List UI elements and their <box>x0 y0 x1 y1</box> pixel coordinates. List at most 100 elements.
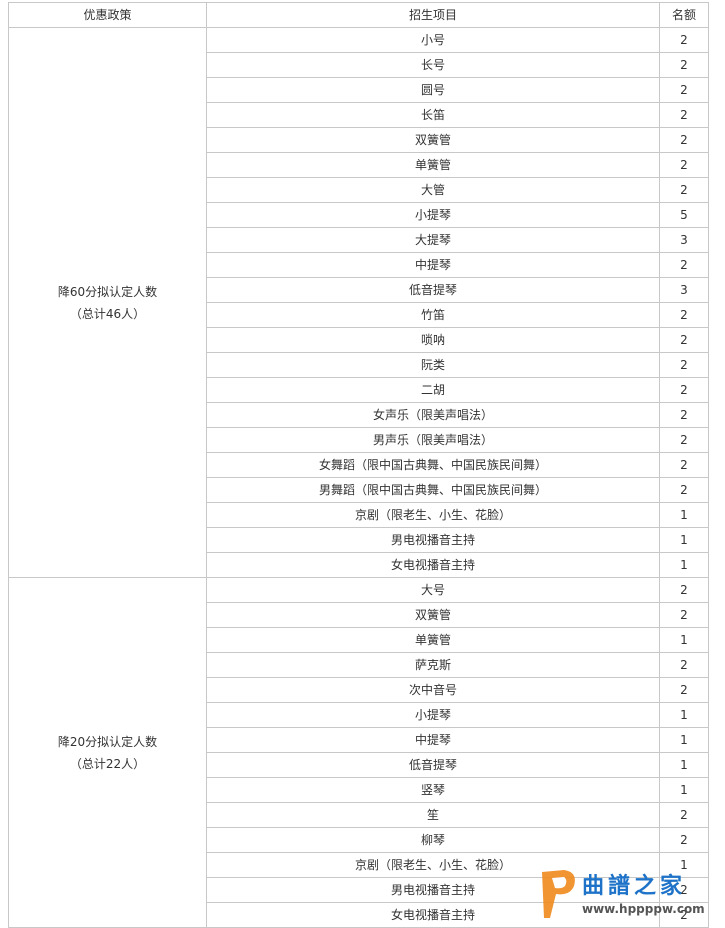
row: 阮类 2 <box>9 352 709 378</box>
item-cell: 萨克斯 <box>206 652 660 678</box>
row: 中提琴 1 <box>9 727 709 753</box>
item-cell: 笙 <box>206 802 660 828</box>
item-cell: 单簧管 <box>206 627 660 653</box>
item-cell: 京剧（限老生、小生、花脸） <box>206 502 660 528</box>
row: 降60分拟认定人数 （总计46人） 小号 2 <box>8 27 709 578</box>
item-cell: 低音提琴 <box>206 752 660 778</box>
quota-cell: 2 <box>659 652 709 678</box>
item-cell: 单簧管 <box>206 152 660 178</box>
row: 单簧管 2 <box>9 152 709 178</box>
quota-cell: 1 <box>659 527 709 553</box>
quota-cell: 2 <box>659 327 709 353</box>
item-cell: 小提琴 <box>206 702 660 728</box>
item-cell: 男电视播音主持 <box>206 877 660 903</box>
policy-line: （总计22人） <box>69 756 146 771</box>
quota-cell: 2 <box>659 427 709 453</box>
row: 次中音号 2 <box>9 677 709 703</box>
item-cell: 唢呐 <box>206 327 660 353</box>
item-cell: 低音提琴 <box>206 277 660 303</box>
quota-cell: 1 <box>659 752 709 778</box>
item-cell: 男电视播音主持 <box>206 527 660 553</box>
watermark-name: 曲譜之家 <box>582 874 687 899</box>
quota-cell: 1 <box>659 727 709 753</box>
header-row: 优惠政策 招生项目 名额 <box>8 2 709 28</box>
quota-cell: 1 <box>659 702 709 728</box>
item-cell: 中提琴 <box>206 252 660 278</box>
item-cell: 长号 <box>206 52 660 78</box>
row: 大提琴 3 <box>9 227 709 253</box>
item-cell: 女声乐（限美声唱法） <box>206 402 660 428</box>
item-cell: 小号 <box>206 27 660 53</box>
item-cell: 女舞蹈（限中国古典舞、中国民族民间舞） <box>206 452 660 478</box>
quota-cell: 2 <box>659 77 709 103</box>
row: 男电视播音主持 1 <box>9 527 709 553</box>
quota-cell: 1 <box>659 627 709 653</box>
row: 长号 2 <box>9 52 709 78</box>
quota-cell: 2 <box>659 252 709 278</box>
quota-cell: 1 <box>659 552 709 578</box>
quota-cell: 2 <box>659 827 709 853</box>
item-cell: 竖琴 <box>206 777 660 803</box>
row: 柳琴 2 <box>9 827 709 853</box>
quota-cell: 2 <box>659 877 709 903</box>
quota-cell: 3 <box>659 277 709 303</box>
quota-cell: 2 <box>659 802 709 828</box>
quota-cell: 2 <box>659 102 709 128</box>
quota-cell: 2 <box>659 577 709 603</box>
watermark-url: www.hppppw.com <box>582 902 705 916</box>
header-cell: 招生项目 <box>206 2 660 28</box>
policy-cell: 降60分拟认定人数 （总计46人） <box>8 27 207 578</box>
quota-cell: 2 <box>659 127 709 153</box>
item-cell: 京剧（限老生、小生、花脸） <box>206 852 660 878</box>
row: 低音提琴 3 <box>9 277 709 303</box>
item-cell: 大管 <box>206 177 660 203</box>
quota-cell: 2 <box>659 677 709 703</box>
quota-cell: 2 <box>659 27 709 53</box>
quota-cell: 2 <box>659 152 709 178</box>
item-cell: 大号 <box>206 577 660 603</box>
item-cell: 中提琴 <box>206 727 660 753</box>
quota-cell: 2 <box>659 402 709 428</box>
policy-line: 降60分拟认定人数 <box>57 284 158 299</box>
watermark: 曲譜之家 www.hppppw.com <box>534 864 719 926</box>
item-cell: 男舞蹈（限中国古典舞、中国民族民间舞） <box>206 477 660 503</box>
policy-cell: 降20分拟认定人数 （总计22人） <box>8 577 207 928</box>
item-cell: 大提琴 <box>206 227 660 253</box>
item-cell: 长笛 <box>206 102 660 128</box>
item-cell: 竹笛 <box>206 302 660 328</box>
item-cell: 阮类 <box>206 352 660 378</box>
item-cell: 圆号 <box>206 77 660 103</box>
row: 中提琴 2 <box>9 252 709 278</box>
quota-cell: 2 <box>659 452 709 478</box>
quota-cell: 2 <box>659 352 709 378</box>
quota-cell: 1 <box>659 502 709 528</box>
item-cell: 柳琴 <box>206 827 660 853</box>
row: 女电视播音主持 2 <box>9 902 709 928</box>
row: 女声乐（限美声唱法） 2 <box>9 402 709 428</box>
row: 男电视播音主持 2 <box>9 877 709 903</box>
row: 京剧（限老生、小生、花脸） 1 <box>9 502 709 528</box>
item-cell: 次中音号 <box>206 677 660 703</box>
quota-cell: 1 <box>659 777 709 803</box>
item-cell: 女电视播音主持 <box>206 552 660 578</box>
item-cell: 小提琴 <box>206 202 660 228</box>
quota-cell: 2 <box>659 377 709 403</box>
row: 二胡 2 <box>9 377 709 403</box>
watermark-logo <box>542 870 575 918</box>
item-cell: 男声乐（限美声唱法） <box>206 427 660 453</box>
item-cell: 二胡 <box>206 377 660 403</box>
policy-line: 降20分拟认定人数 <box>57 734 158 749</box>
row: 双簧管 2 <box>9 602 709 628</box>
row: 单簧管 1 <box>9 627 709 653</box>
header-cell: 优惠政策 <box>8 2 207 28</box>
item-cell: 双簧管 <box>206 127 660 153</box>
item-cell: 双簧管 <box>206 602 660 628</box>
quota-cell: 2 <box>659 477 709 503</box>
row: 唢呐 2 <box>9 327 709 353</box>
quota-cell: 2 <box>659 52 709 78</box>
row: 圆号 2 <box>9 77 709 103</box>
quota-cell: 2 <box>659 902 709 928</box>
quota-cell: 3 <box>659 227 709 253</box>
